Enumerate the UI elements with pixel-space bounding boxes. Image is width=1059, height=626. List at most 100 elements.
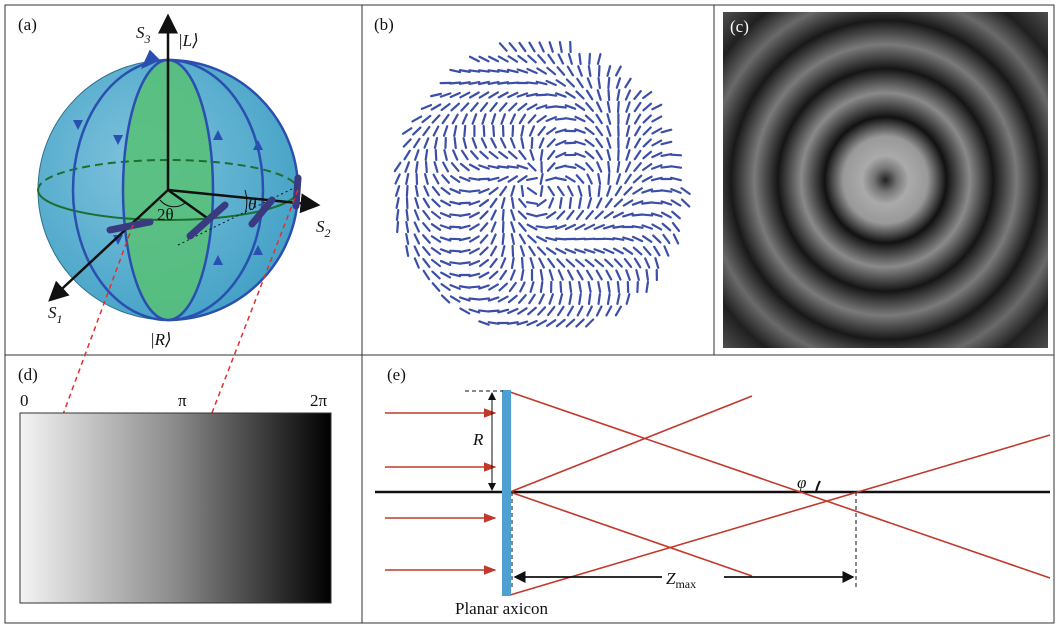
polarization-dash bbox=[520, 283, 524, 292]
polarization-dash bbox=[527, 94, 537, 96]
polarization-dash bbox=[451, 104, 458, 111]
polarization-dash bbox=[508, 70, 518, 72]
polarization-dash bbox=[511, 186, 514, 196]
polarization-dash bbox=[662, 130, 672, 133]
polarization-dash bbox=[518, 165, 528, 168]
polarization-dash bbox=[489, 166, 499, 168]
polarization-dash bbox=[557, 67, 564, 74]
polarization-dash bbox=[423, 259, 429, 267]
polarization-dash bbox=[460, 93, 469, 98]
polarization-dash bbox=[530, 150, 533, 160]
polarization-dash bbox=[405, 151, 410, 160]
polarization-dash bbox=[597, 162, 601, 171]
angle-label: 2θ bbox=[157, 205, 174, 224]
polarization-dash bbox=[613, 238, 623, 240]
polarization-dash bbox=[577, 175, 584, 182]
polarization-dash bbox=[451, 296, 460, 301]
polarization-dash bbox=[634, 176, 641, 183]
polarization-dash bbox=[587, 307, 591, 316]
polarization-dash bbox=[479, 70, 489, 71]
polarization-dash bbox=[489, 57, 498, 62]
polarization-dash bbox=[441, 249, 450, 252]
polarization-dash bbox=[422, 116, 430, 122]
polarization-dash bbox=[547, 248, 555, 254]
polarization-dash bbox=[450, 251, 460, 252]
polarization-dash bbox=[537, 237, 546, 242]
polarization-dash bbox=[510, 43, 516, 51]
polarization-dash bbox=[672, 212, 680, 219]
polarization-dash bbox=[652, 225, 661, 230]
polarization-dash bbox=[627, 126, 629, 136]
polarization-dash bbox=[509, 103, 516, 110]
polarization-dash bbox=[414, 139, 419, 147]
panel-label: (a) bbox=[18, 15, 37, 34]
polarization-dash bbox=[604, 226, 614, 229]
polarization-dash bbox=[576, 91, 583, 98]
polarization-dash bbox=[423, 127, 429, 135]
polarization-dash bbox=[415, 258, 419, 267]
polarization-dash bbox=[540, 138, 544, 147]
polarization-dash bbox=[442, 284, 450, 290]
polarization-dash bbox=[489, 92, 498, 97]
polarization-dash bbox=[424, 199, 429, 207]
polarization-dash bbox=[415, 235, 419, 244]
polarization-dash bbox=[413, 128, 420, 135]
polarization-dash bbox=[599, 294, 600, 304]
polarization-dash bbox=[528, 188, 536, 194]
panel-label: (e) bbox=[387, 365, 406, 384]
subscript: 3 bbox=[144, 32, 151, 46]
polarization-dash bbox=[599, 186, 600, 196]
polarization-dash bbox=[557, 320, 565, 326]
polarization-dash bbox=[451, 176, 459, 182]
polarization-dash bbox=[604, 249, 613, 253]
polarization-dash bbox=[469, 70, 479, 71]
polarization-dash bbox=[635, 259, 640, 268]
polarization-dash bbox=[556, 249, 565, 253]
polarization-dash bbox=[644, 116, 651, 123]
polarization-dash bbox=[567, 79, 574, 86]
polarization-dash bbox=[652, 178, 662, 180]
polarization-dash bbox=[489, 284, 498, 289]
polarization-dash bbox=[434, 175, 439, 184]
polarization-dash bbox=[480, 248, 487, 255]
polarization-dash bbox=[537, 321, 546, 326]
polarization-dash bbox=[508, 322, 518, 323]
polarization-dash bbox=[423, 235, 430, 243]
phase-end: 2π bbox=[310, 391, 328, 410]
polarization-dash bbox=[578, 66, 582, 75]
polarization-dash bbox=[546, 106, 556, 107]
polarization-dash bbox=[433, 283, 440, 291]
polarization-dash bbox=[652, 105, 661, 109]
polarization-dash bbox=[613, 226, 623, 228]
angle-label: φ bbox=[797, 473, 806, 492]
polarization-dash bbox=[426, 150, 427, 160]
polarization-dash bbox=[586, 319, 593, 326]
polarization-dash bbox=[527, 321, 536, 325]
polarization-dash bbox=[556, 225, 565, 228]
polarization-dash bbox=[406, 234, 408, 244]
polarization-dash bbox=[469, 178, 479, 180]
polarization-dash bbox=[615, 259, 622, 266]
polarization-dash bbox=[537, 226, 547, 227]
polarization-dash bbox=[432, 272, 439, 279]
polarization-dash bbox=[664, 246, 668, 255]
polarization-dash bbox=[557, 80, 565, 86]
polarization-dash bbox=[586, 211, 593, 219]
polarization-dash bbox=[566, 105, 575, 108]
polarization-dash bbox=[460, 309, 469, 314]
polarization-dash bbox=[652, 214, 662, 217]
polarization-dash bbox=[558, 307, 563, 315]
polarization-dash bbox=[605, 212, 613, 218]
polarization-dash bbox=[518, 104, 526, 110]
polarization-dash bbox=[528, 236, 535, 243]
polarization-dash bbox=[575, 129, 584, 132]
polarization-dash bbox=[567, 211, 573, 219]
polarization-dash bbox=[422, 105, 431, 109]
polarization-dash bbox=[480, 200, 488, 206]
polarization-dash bbox=[500, 284, 507, 291]
polarization-dash bbox=[433, 187, 439, 195]
polarization-dash bbox=[565, 118, 575, 120]
polarization-dash bbox=[443, 163, 448, 172]
polarization-dash bbox=[654, 247, 659, 256]
polarization-dash bbox=[460, 262, 470, 263]
